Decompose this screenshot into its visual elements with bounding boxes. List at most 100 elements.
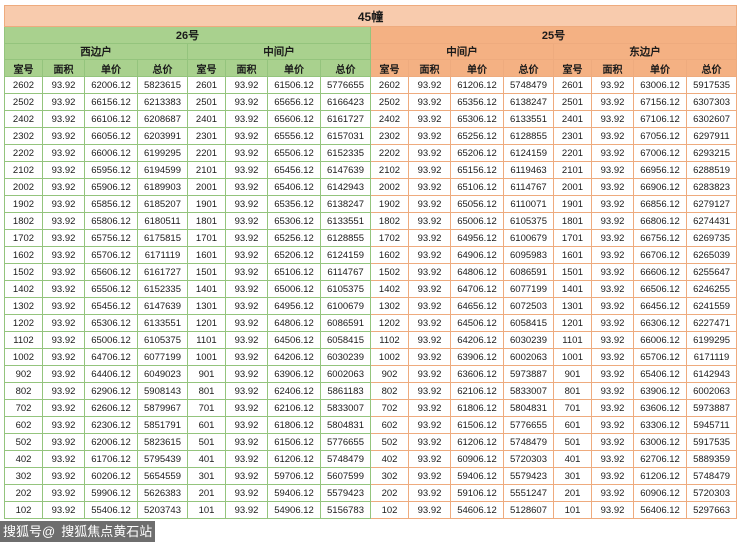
table-cell: 101 — [553, 501, 592, 519]
table-row: 1102 93.92 65006.12 6105375 1101 93.92 64506.1… — [4, 331, 738, 349]
table-cell: 64956.12 — [450, 229, 504, 247]
table-cell: 60206.12 — [84, 467, 138, 485]
table-cell: 65206.12 — [450, 144, 504, 162]
table-cell: 93.92 — [591, 161, 634, 179]
table-cell: 61506.12 — [267, 76, 321, 94]
table-cell: 93.92 — [42, 501, 85, 519]
table-cell: 93.92 — [408, 484, 451, 502]
table-cell: 6124159 — [320, 246, 371, 264]
table-cell: 1002 — [370, 348, 409, 366]
table-cell: 6279127 — [685, 195, 738, 213]
column-header-total-price: 总价 — [685, 59, 738, 77]
table-cell: 502 — [4, 433, 43, 451]
table-cell: 5203743 — [137, 501, 188, 519]
table-cell: 93.92 — [408, 365, 451, 383]
table-cell: 601 — [553, 416, 592, 434]
table-cell: 301 — [553, 467, 592, 485]
table-cell: 6128855 — [503, 127, 554, 145]
table-cell: 6288519 — [685, 161, 738, 179]
table-cell: 93.92 — [225, 212, 268, 230]
table-cell: 61206.12 — [633, 467, 687, 485]
table-cell: 102 — [4, 501, 43, 519]
table-cell: 65606.12 — [84, 263, 138, 281]
table-cell: 63306.12 — [633, 416, 687, 434]
column-header-total-price: 总价 — [320, 59, 371, 77]
table-cell: 65006.12 — [84, 331, 138, 349]
table-cell: 93.92 — [42, 93, 85, 111]
table-cell: 6002063 — [685, 382, 738, 400]
table-cell: 2402 — [4, 110, 43, 128]
table-cell: 5889359 — [685, 450, 738, 468]
table-cell: 2302 — [370, 127, 409, 145]
table-cell: 5748479 — [685, 467, 738, 485]
column-header-room: 室号 — [370, 59, 409, 77]
table-cell: 93.92 — [408, 450, 451, 468]
table-cell: 6157031 — [320, 127, 371, 145]
table-cell: 2501 — [187, 93, 226, 111]
table-cell: 1902 — [370, 195, 409, 213]
table-cell: 5795439 — [137, 450, 188, 468]
table-cell: 67006.12 — [633, 144, 687, 162]
table-cell: 64806.12 — [450, 263, 504, 281]
table-cell: 93.92 — [591, 297, 634, 315]
table-cell: 2601 — [553, 76, 592, 94]
table-cell: 63606.12 — [633, 399, 687, 417]
table-cell: 64706.12 — [450, 280, 504, 298]
table-cell: 5720303 — [685, 484, 738, 502]
table-cell: 1501 — [553, 263, 592, 281]
table-cell: 65056.12 — [450, 195, 504, 213]
table-cell: 2201 — [553, 144, 592, 162]
table-cell: 93.92 — [225, 314, 268, 332]
table-cell: 62106.12 — [267, 399, 321, 417]
table-cell: 5156783 — [320, 501, 371, 519]
column-header-unit-price: 单价 — [633, 59, 687, 77]
table-cell: 60906.12 — [633, 484, 687, 502]
table-cell: 65756.12 — [84, 229, 138, 247]
table-cell: 65256.12 — [450, 127, 504, 145]
table-cell: 5776655 — [320, 433, 371, 451]
table-cell: 93.92 — [591, 110, 634, 128]
table-cell: 602 — [370, 416, 409, 434]
table-cell: 93.92 — [591, 144, 634, 162]
building-header-25: 25号 — [369, 26, 738, 44]
table-cell: 6199295 — [137, 144, 188, 162]
table-cell: 1102 — [4, 331, 43, 349]
table-cell: 66756.12 — [633, 229, 687, 247]
table-cell: 101 — [187, 501, 226, 519]
table-cell: 1301 — [187, 297, 226, 315]
table-cell: 1302 — [4, 297, 43, 315]
table-cell: 5776655 — [503, 416, 554, 434]
table-cell: 64406.12 — [84, 365, 138, 383]
table-cell: 93.92 — [42, 178, 85, 196]
table-cell: 1401 — [187, 280, 226, 298]
table-cell: 1701 — [553, 229, 592, 247]
table-row: 402 93.92 61706.12 5795439 401 93.92 61206.12 5… — [4, 450, 738, 468]
table-cell: 302 — [4, 467, 43, 485]
table-cell: 64506.12 — [267, 331, 321, 349]
table-cell: 5804831 — [503, 399, 554, 417]
table-cell: 66706.12 — [633, 246, 687, 264]
table-cell: 67156.12 — [633, 93, 687, 111]
column-header-room: 室号 — [187, 59, 226, 77]
table-cell: 5833007 — [503, 382, 554, 400]
column-header-room: 室号 — [553, 59, 592, 77]
table-cell: 6255647 — [685, 263, 738, 281]
table-cell: 6002063 — [320, 365, 371, 383]
table-cell: 6100679 — [320, 297, 371, 315]
table-cell: 65706.12 — [633, 348, 687, 366]
table-cell: 602 — [4, 416, 43, 434]
table-cell: 702 — [370, 399, 409, 417]
column-header-room: 室号 — [4, 59, 43, 77]
table-cell: 93.92 — [591, 501, 634, 519]
table-cell: 93.92 — [42, 450, 85, 468]
table-cell: 93.92 — [408, 297, 451, 315]
table-cell: 93.92 — [42, 314, 85, 332]
column-header-area: 面积 — [42, 59, 85, 77]
table-row: 602 93.92 62306.12 5851791 601 93.92 61806.12 5… — [4, 416, 738, 434]
table-cell: 301 — [187, 467, 226, 485]
table-cell: 402 — [370, 450, 409, 468]
table-cell: 501 — [187, 433, 226, 451]
table-cell: 6171119 — [685, 348, 738, 366]
table-cell: 93.92 — [408, 416, 451, 434]
table-cell: 93.92 — [591, 433, 634, 451]
